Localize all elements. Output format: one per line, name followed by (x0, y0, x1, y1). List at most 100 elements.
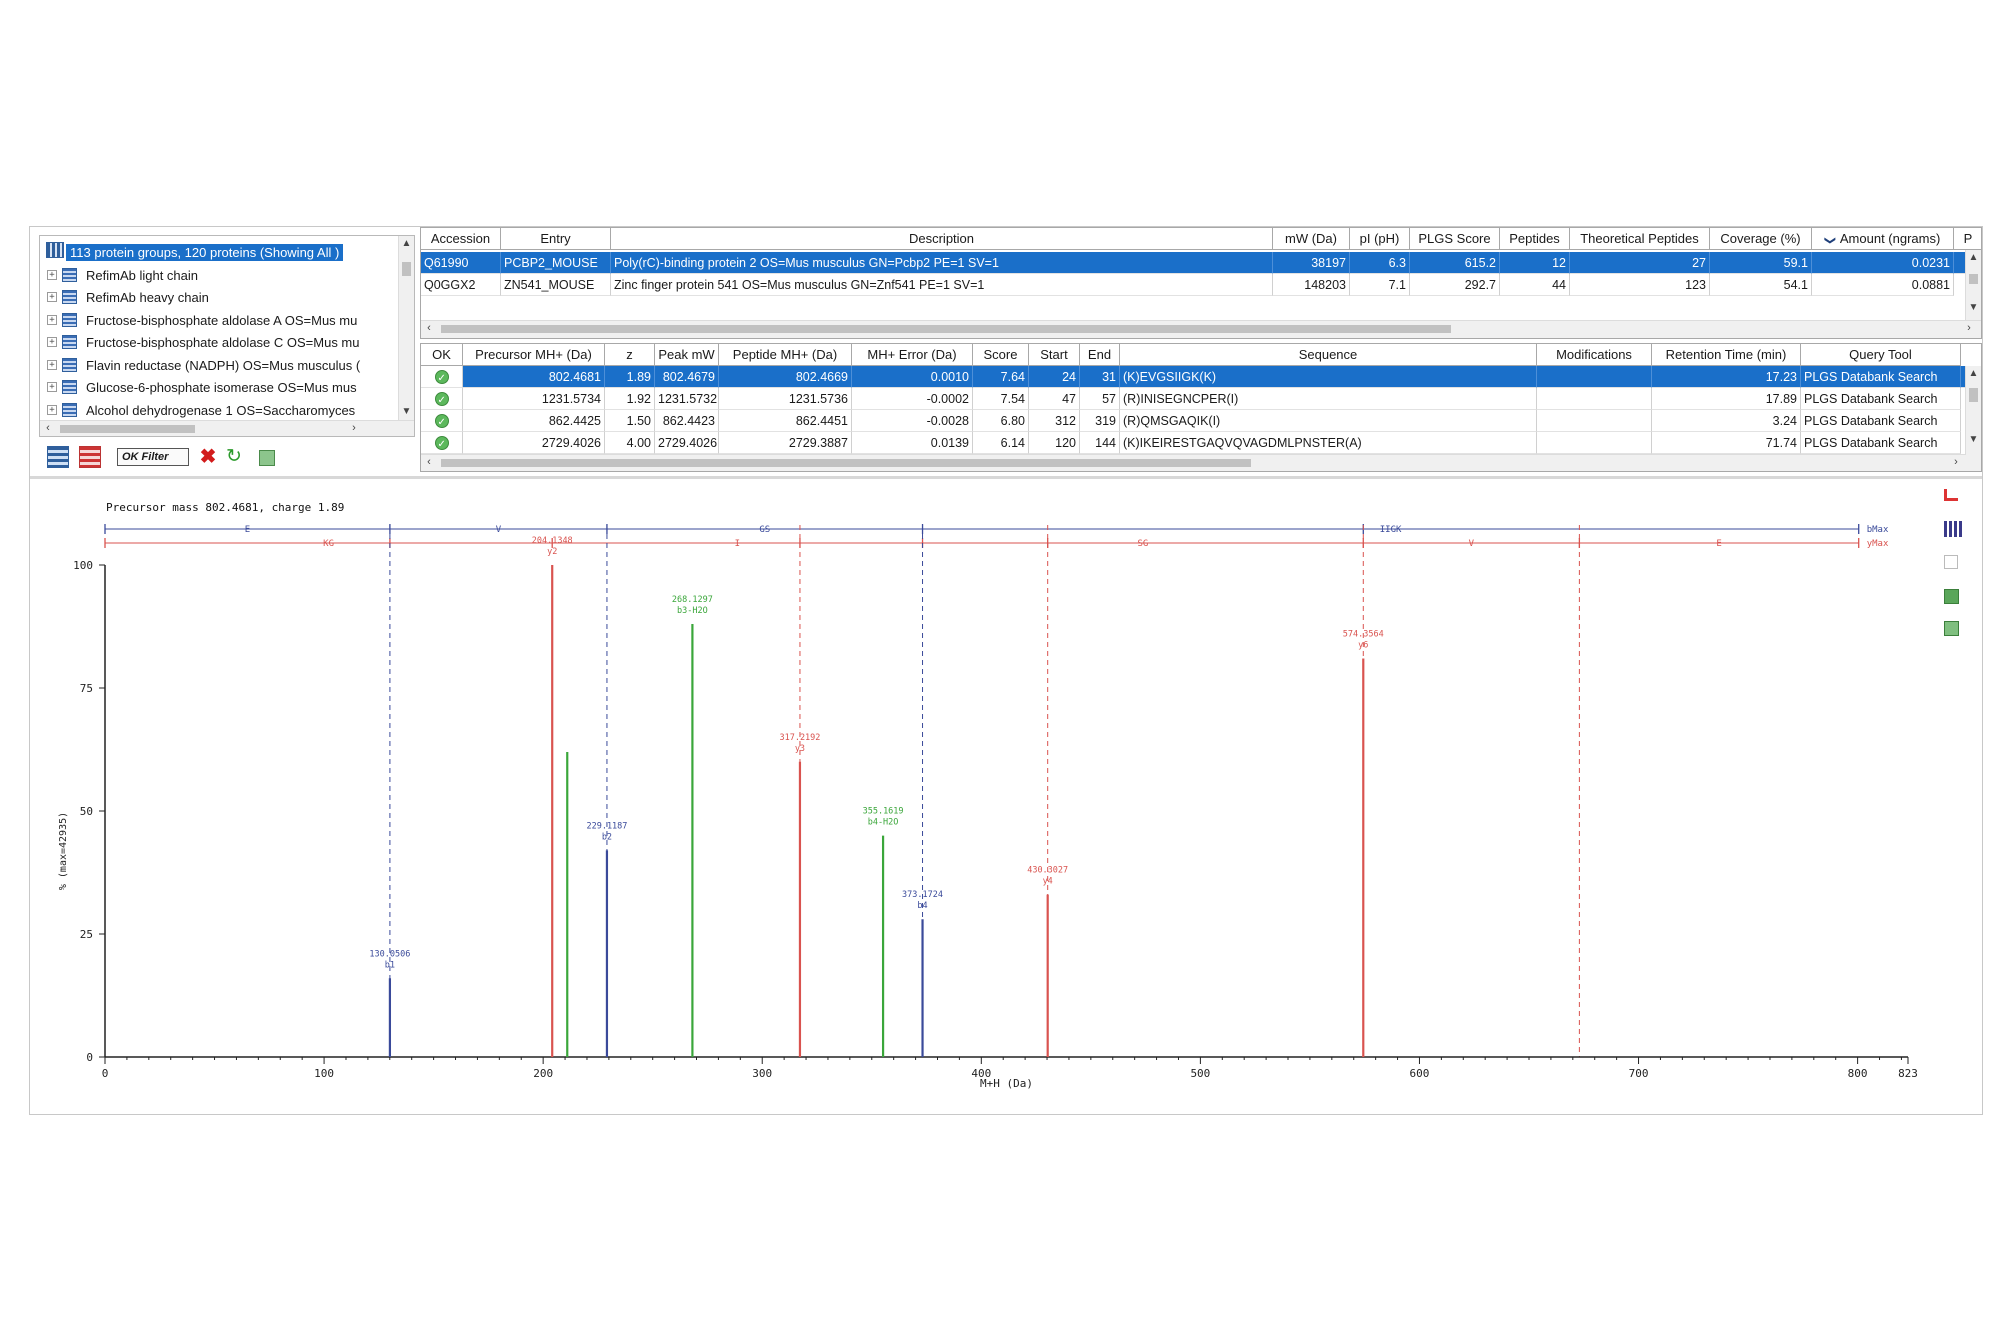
scroll-down-icon[interactable]: ▼ (401, 406, 412, 417)
scroll-down-icon[interactable]: ▼ (1968, 302, 1979, 313)
column-header[interactable]: PLGS Score (1410, 228, 1500, 250)
scroll-right-icon[interactable]: › (1954, 456, 1958, 468)
protein-tree[interactable]: 113 protein groups, 120 proteins (Showin… (39, 235, 415, 437)
ok-filter-button[interactable]: OK Filter (117, 448, 189, 466)
column-header[interactable]: Precursor MH+ (Da) (463, 344, 605, 366)
protein-table-horizontal-scrollbar[interactable]: ‹ › (421, 320, 1981, 338)
scroll-down-icon[interactable]: ▼ (1968, 434, 1979, 445)
scroll-left-icon[interactable]: ‹ (427, 322, 431, 334)
scroll-thumb[interactable] (60, 425, 195, 433)
column-header-label: P (1963, 231, 1973, 246)
column-header[interactable]: Score (973, 344, 1029, 366)
panel-splitter[interactable] (30, 476, 1982, 479)
scroll-up-icon[interactable]: ▲ (401, 238, 412, 249)
column-header[interactable]: Peptide MH+ (Da) (719, 344, 852, 366)
column-header[interactable]: P (1954, 228, 1981, 250)
export-spectrum-icon[interactable] (1944, 589, 1959, 604)
x-tick-label: 800 (1848, 1067, 1868, 1080)
scroll-left-icon[interactable]: ‹ (427, 456, 431, 468)
tree-item[interactable]: + RefimAb heavy chain (40, 286, 392, 308)
protein-table-vertical-scrollbar[interactable]: ▲ ▼ (1965, 250, 1981, 338)
column-header-label: MH+ Error (Da) (867, 347, 957, 362)
column-header[interactable]: z (605, 344, 655, 366)
bar-view-icon[interactable] (1944, 521, 1964, 537)
peak-mz-label: 574.3564 (1343, 629, 1384, 639)
peptide-table[interactable]: OK Precursor MH+ (Da) z Peak mW Peptide MH+ … (420, 343, 1982, 472)
tree-vertical-scrollbar[interactable]: ▲ ▼ (398, 236, 414, 420)
column-header[interactable]: Coverage (%) (1710, 228, 1812, 250)
copy-icon[interactable] (1944, 555, 1958, 569)
tree-horizontal-scrollbar[interactable]: ‹ › (40, 420, 414, 436)
tree-item[interactable]: + Glucose-6-phosphate isomerase OS=Mus m… (40, 376, 392, 398)
y-tick-label: 50 (80, 805, 93, 818)
tree-item[interactable]: + Alcohol dehydrogenase 1 OS=Saccharomyc… (40, 399, 392, 421)
column-header[interactable]: Theoretical Peptides (1570, 228, 1710, 250)
ok-cell[interactable] (421, 388, 463, 410)
clear-filter-icon[interactable]: ✖ (199, 446, 217, 468)
ok-check-icon[interactable] (434, 412, 449, 431)
column-header[interactable]: Accession (421, 228, 501, 250)
expand-icon[interactable]: + (47, 405, 57, 415)
save-spectrum-icon[interactable] (1944, 621, 1959, 636)
ok-check-icon[interactable] (434, 390, 449, 409)
table-cell: 312 (1029, 410, 1080, 432)
ok-cell[interactable] (421, 410, 463, 432)
column-header[interactable]: ❯ Amount (ngrams) (1812, 228, 1954, 250)
expand-icon[interactable]: + (47, 292, 57, 302)
ok-cell[interactable] (421, 366, 463, 388)
column-header[interactable]: End (1080, 344, 1120, 366)
column-header[interactable]: pI (pH) (1350, 228, 1410, 250)
b-ion-ladder-residue: V (496, 525, 502, 535)
protein-table[interactable]: Accession Entry Description mW (Da) pI (pH) P… (420, 227, 1982, 339)
column-header[interactable]: Retention Time (min) (1652, 344, 1801, 366)
scroll-up-icon[interactable]: ▲ (1968, 252, 1979, 263)
table-cell: 12 (1500, 252, 1570, 274)
protein-view-icon[interactable] (47, 446, 69, 468)
column-header[interactable]: mW (Da) (1273, 228, 1350, 250)
annotate-ions-icon[interactable] (1944, 489, 1958, 501)
x-tick-label: 700 (1629, 1067, 1649, 1080)
scroll-thumb[interactable] (441, 325, 1451, 333)
ok-cell[interactable] (421, 432, 463, 454)
scroll-thumb[interactable] (1969, 388, 1978, 402)
scroll-left-icon[interactable]: ‹ (46, 422, 50, 434)
column-header[interactable]: Peptides (1500, 228, 1570, 250)
column-header[interactable]: Peak mW (655, 344, 719, 366)
column-header[interactable]: Modifications (1537, 344, 1652, 366)
refresh-icon[interactable]: ↻ (226, 446, 242, 467)
column-header-label: z (626, 347, 633, 362)
scroll-thumb[interactable] (402, 262, 411, 276)
b-ion-ladder-label: bMax (1867, 525, 1889, 535)
scroll-right-icon[interactable]: › (1967, 322, 1971, 334)
column-header[interactable]: Query Tool (1801, 344, 1961, 366)
peptide-table-vertical-scrollbar[interactable]: ▲ ▼ (1965, 366, 1981, 471)
scroll-thumb[interactable] (441, 459, 1251, 467)
table-cell: 144 (1080, 432, 1120, 454)
scroll-right-icon[interactable]: › (352, 422, 356, 434)
tree-item[interactable]: + Fructose-bisphosphate aldolase A OS=Mu… (40, 309, 392, 331)
peptide-view-icon[interactable] (79, 446, 101, 468)
tree-root[interactable]: 113 protein groups, 120 proteins (Showin… (66, 241, 384, 263)
export-icon[interactable] (259, 450, 275, 466)
sort-descending-icon[interactable]: ❯ (1823, 235, 1836, 246)
scroll-up-icon[interactable]: ▲ (1968, 368, 1979, 379)
expand-icon[interactable]: + (47, 337, 57, 347)
tree-item[interactable]: + Fructose-bisphosphate aldolase C OS=Mu… (40, 331, 392, 353)
column-header[interactable]: MH+ Error (Da) (852, 344, 973, 366)
scroll-thumb[interactable] (1969, 274, 1978, 284)
ok-check-icon[interactable] (434, 368, 449, 387)
column-header[interactable]: Start (1029, 344, 1080, 366)
column-header[interactable]: Entry (501, 228, 611, 250)
peak-mz-label: 130.0506 (369, 949, 410, 959)
column-header[interactable]: OK (421, 344, 463, 366)
column-header[interactable]: Description (611, 228, 1273, 250)
tree-item[interactable]: + Flavin reductase (NADPH) OS=Mus muscul… (40, 354, 392, 376)
column-header[interactable]: Sequence (1120, 344, 1537, 366)
expand-icon[interactable]: + (47, 382, 57, 392)
expand-icon[interactable]: + (47, 360, 57, 370)
tree-item[interactable]: + RefimAb light chain (40, 264, 392, 286)
ok-check-icon[interactable] (434, 434, 449, 453)
expand-icon[interactable]: + (47, 315, 57, 325)
expand-icon[interactable]: + (47, 270, 57, 280)
peptide-table-horizontal-scrollbar[interactable]: ‹ › (421, 454, 1966, 471)
